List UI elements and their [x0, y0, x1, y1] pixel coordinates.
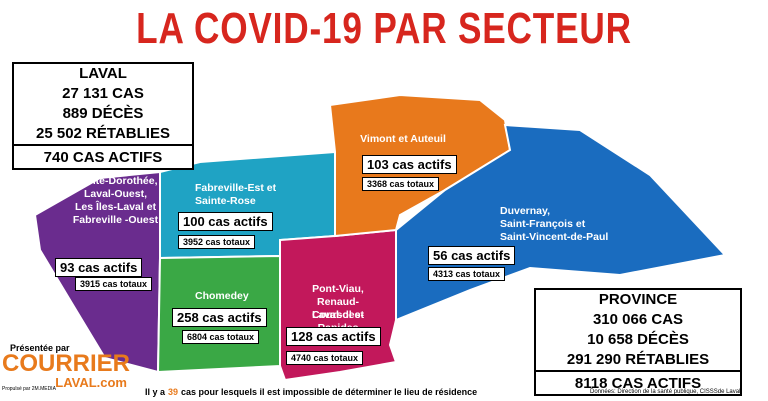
total-cases: 6804 cas totaux — [182, 330, 260, 344]
sector-name: Chomedey — [195, 290, 249, 302]
sector-name: Saint-Vincent-de-Paul — [500, 231, 609, 243]
total-cases: 4740 cas totaux — [286, 351, 364, 365]
active-cases: 258 cas actifs — [172, 308, 267, 327]
stat-line: 10 658 DÉCÈS — [587, 331, 689, 348]
box-heading: PROVINCE — [598, 291, 678, 308]
active-line: 740 CAS ACTIFS — [14, 144, 192, 168]
stat-line: 291 290 RÉTABLIES — [566, 351, 710, 368]
logo: LAVAL.com — [55, 375, 127, 390]
sector-name: Laval-Ouest, — [83, 188, 148, 200]
stat-line: 25 502 RÉTABLIES — [36, 125, 170, 142]
sector-name: Sainte-Dorothée, — [73, 175, 158, 187]
branding: Présentée par COURRIER LAVAL.com Propuls… — [2, 343, 130, 392]
source: Données: Direction de la santé publique,… — [590, 389, 741, 395]
sector-name: Les Îles-Laval et — [74, 201, 157, 213]
active-cases: 56 cas actifs — [428, 246, 516, 265]
title: LA COVID-19 PAR SECTEUR — [136, 4, 632, 53]
sector-name: Saint-François et — [500, 218, 586, 230]
stat-line: 889 DÉCÈS — [62, 105, 144, 122]
stat-line: 27 131 CAS — [62, 85, 144, 102]
active-cases: 128 cas actifs — [286, 327, 381, 346]
active-cases: 103 cas actifs — [362, 155, 457, 174]
sector-name: Duvernay, — [500, 205, 550, 217]
presented-by: Présentée par — [10, 343, 70, 353]
sector-name: Fabreville -Ouest — [72, 214, 159, 226]
sector-name: Pont-Viau, — [312, 283, 364, 295]
laval-box: LAVAL 27 131 CAS 889 DÉCÈS 25 502 RÉTABL… — [12, 62, 194, 170]
sector-name: Fabreville-Est et — [195, 182, 277, 194]
stat-line: 310 066 CAS — [592, 311, 684, 328]
active-line: 8118 CAS ACTIFS — [536, 370, 740, 394]
active-cases: 93 cas actifs — [55, 258, 143, 277]
box-heading: LAVAL — [79, 65, 127, 82]
sector-name: Sainte-Rose — [195, 195, 256, 207]
sector-name: Vimont et Auteuil — [360, 133, 446, 145]
footer-note: Il y a 39 cas pour lesquels il est impossi… — [145, 387, 477, 397]
total-cases: 3952 cas totaux — [178, 235, 256, 249]
total-cases: 3368 cas totaux — [362, 177, 440, 191]
note-text: Il y a — [145, 387, 166, 397]
powered-by: Propulsé par 2M.MEDIA — [2, 386, 56, 392]
note-text: cas pour lesquels il est impossible de d… — [181, 387, 478, 397]
total-cases: 3915 cas totaux — [75, 277, 153, 291]
logo: COURRIER — [2, 350, 131, 377]
active-cases: 100 cas actifs — [178, 212, 273, 231]
note-number: 39 — [168, 387, 179, 397]
province-box: PROVINCE 310 066 CAS 10 658 DÉCÈS 291 29… — [534, 288, 742, 396]
total-cases: 4313 cas totaux — [428, 267, 506, 281]
sector-name: Renaud-Coursol et — [312, 296, 364, 321]
